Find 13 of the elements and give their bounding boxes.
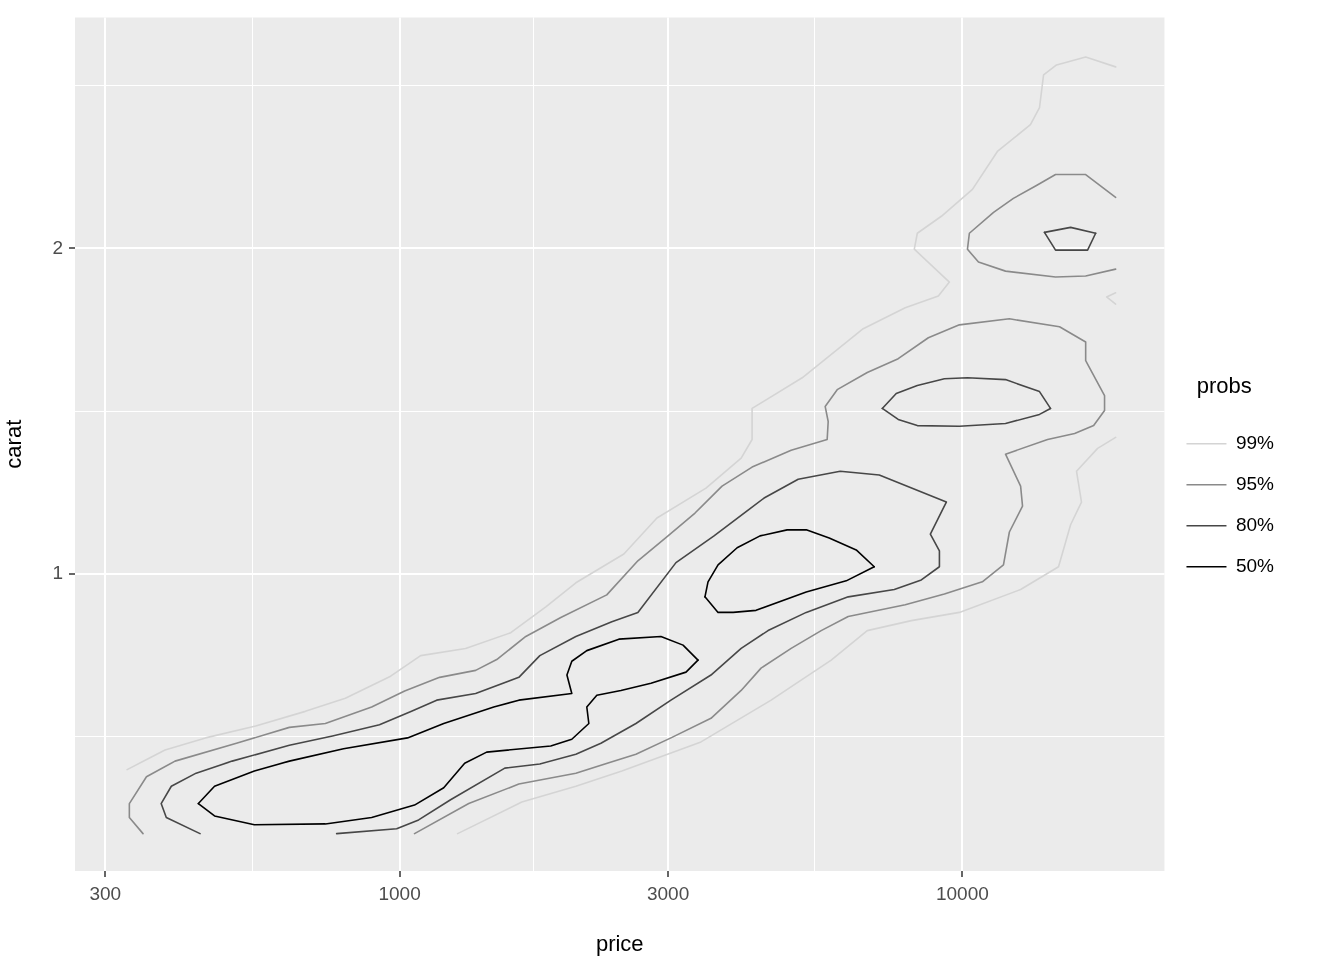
x-axis-title: price xyxy=(595,930,644,956)
legend-title: probs xyxy=(1196,372,1252,398)
legend-label: 99% xyxy=(1235,431,1275,453)
y-tick-label: 2 xyxy=(52,236,63,258)
x-tick-label: 300 xyxy=(89,882,122,904)
legend-label: 50% xyxy=(1235,554,1275,576)
y-axis-title: carat xyxy=(1,419,27,469)
x-tick-label: 3000 xyxy=(646,882,690,904)
y-tick-label: 1 xyxy=(52,561,63,583)
legend-label: 95% xyxy=(1235,472,1275,494)
x-tick-label: 1000 xyxy=(378,882,421,904)
x-tick-label: 10000 xyxy=(935,882,989,904)
legend-label: 80% xyxy=(1235,513,1275,535)
